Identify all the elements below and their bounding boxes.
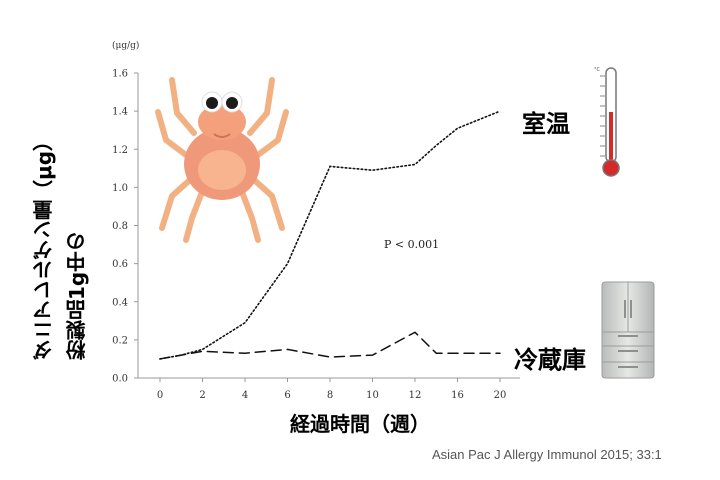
y-tick-label: 0.0 bbox=[112, 374, 128, 385]
y-tick-label: 0.4 bbox=[112, 297, 128, 308]
y-unit-label: (μg/g) bbox=[112, 40, 139, 51]
series-line-room-temp bbox=[159, 110, 501, 360]
x-tick-label: 20 bbox=[494, 390, 507, 401]
series-label-refrigerator: 冷蔵庫 bbox=[514, 346, 586, 374]
x-tick-label: 4 bbox=[242, 390, 248, 401]
mite-icon bbox=[155, 77, 289, 243]
x-tick-label: 16 bbox=[451, 390, 464, 401]
x-tick-label: 10 bbox=[366, 390, 379, 401]
y-tick-label: 1.6 bbox=[112, 69, 128, 80]
y-tick-label: 0.6 bbox=[112, 259, 128, 270]
citation: Asian Pac J Allergy Immunol 2015; 33:1 bbox=[432, 447, 662, 462]
p-value-annotation: P < 0.001 bbox=[384, 238, 439, 251]
y-axis-title: 粉製品1g中の ダニアレルゲン量（μg） bbox=[18, 100, 102, 360]
x-tick-label: 6 bbox=[284, 390, 290, 401]
thermometer-icon: °C bbox=[594, 67, 620, 177]
x-tick-label: 12 bbox=[409, 390, 422, 401]
series-group bbox=[159, 110, 501, 360]
y-tick-label: 1.0 bbox=[112, 183, 128, 194]
series-label-room-temp: 室温 bbox=[522, 110, 570, 138]
y-tick-label: 1.4 bbox=[112, 107, 128, 118]
x-tick-label: 8 bbox=[327, 390, 333, 401]
series-line-refrigerator bbox=[159, 331, 501, 360]
x-tick-group: 0 2 4 6 8 10 12 16 20 bbox=[157, 378, 507, 401]
y-axis-title-line-2: ダニアレルゲン量（μg） bbox=[32, 130, 56, 360]
svg-text:°C: °C bbox=[594, 67, 601, 73]
y-tick-label: 0.2 bbox=[112, 335, 128, 346]
x-tick-label: 2 bbox=[199, 390, 205, 401]
y-tick-label: 1.2 bbox=[112, 145, 128, 156]
y-tick-label: 0.8 bbox=[112, 221, 128, 232]
y-axis-title-line-1: 粉製品1g中の bbox=[65, 231, 89, 360]
refrigerator-icon bbox=[601, 281, 655, 379]
x-tick-label: 0 bbox=[157, 390, 163, 401]
x-axis-title: 経過時間（週） bbox=[290, 412, 430, 436]
y-tick-group: 0.0 0.2 0.4 0.6 0.8 1.0 1.2 1.4 1.6 bbox=[112, 69, 138, 385]
